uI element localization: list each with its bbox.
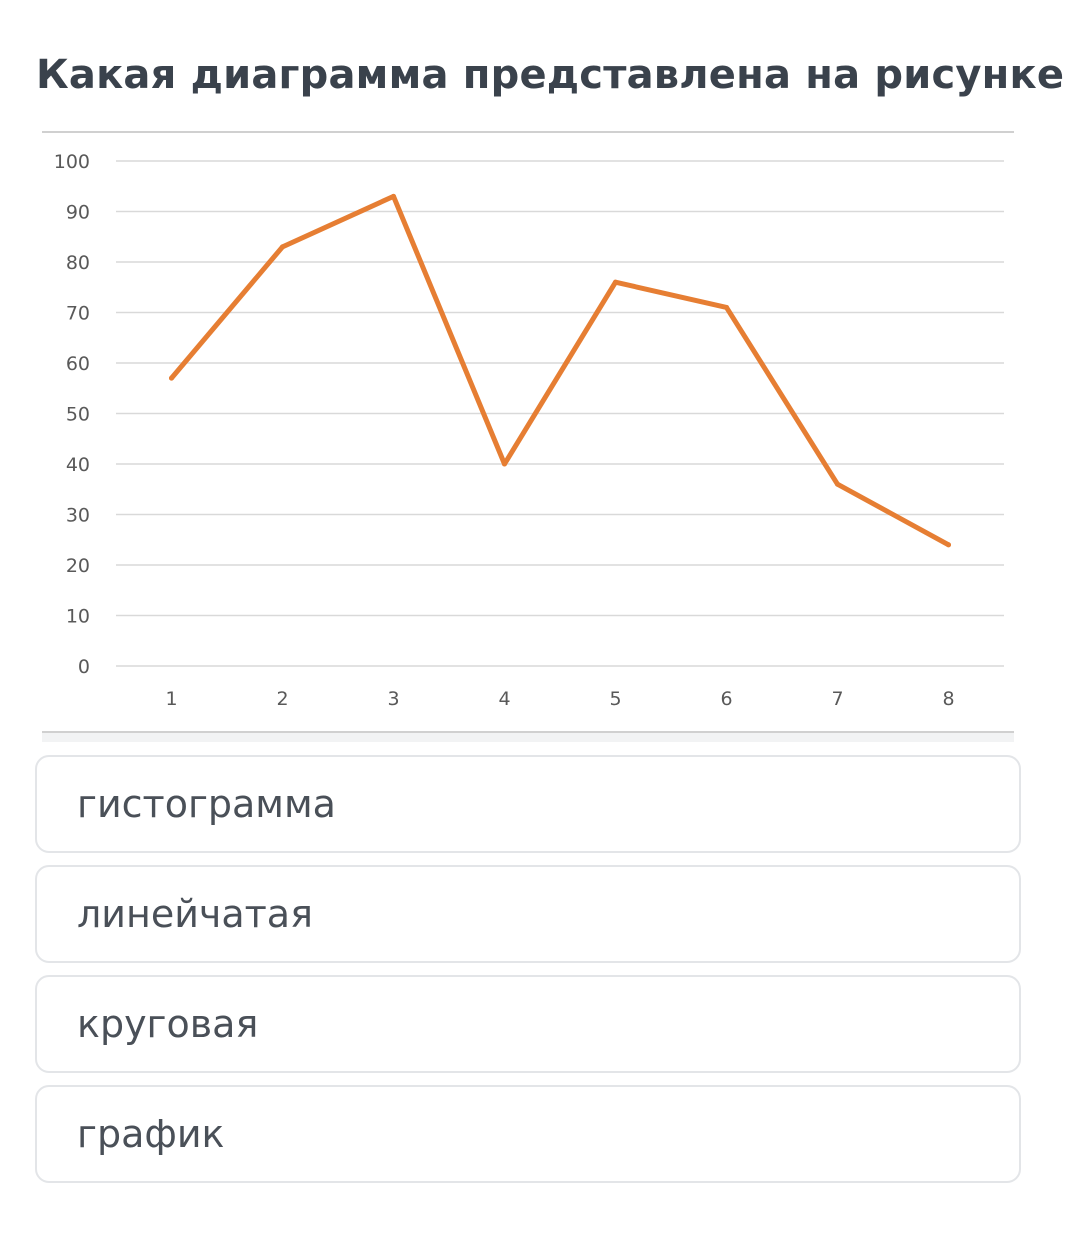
question-title: Какая диаграмма представлена на рисунке?	[36, 52, 1067, 98]
chart-bottom-shadow	[42, 733, 1014, 742]
data-point	[946, 542, 951, 548]
y-tick-label: 90	[66, 202, 90, 224]
answer-option-3[interactable]: круговая	[35, 975, 1021, 1073]
chart-image: 0 10 20 30 40 50 60 70 80 90 100 1 2 3 4 5 6 7 8	[42, 130, 1014, 742]
x-tick-label: 1	[165, 688, 177, 710]
answer-option-label: линейчатая	[77, 892, 313, 936]
y-tick-label: 40	[66, 454, 90, 476]
answer-option-4[interactable]: график	[35, 1085, 1021, 1183]
y-tick-label: 30	[66, 505, 90, 527]
data-point	[835, 481, 840, 487]
series-line	[169, 193, 951, 548]
x-tick-label: 5	[609, 688, 621, 710]
x-tick-label: 2	[276, 688, 288, 710]
y-tick-label: 50	[66, 404, 90, 426]
y-tick-label: 100	[54, 151, 90, 173]
chart-background	[42, 130, 1014, 742]
data-point	[391, 193, 396, 199]
y-tick-label: 10	[66, 606, 90, 628]
answer-option-label: круговая	[77, 1002, 259, 1046]
data-point	[613, 279, 618, 285]
data-point	[502, 461, 507, 467]
x-tick-label: 4	[498, 688, 510, 710]
y-tick-label: 60	[66, 353, 90, 375]
data-point	[169, 375, 174, 381]
y-tick-label: 80	[66, 252, 90, 274]
answer-option-2[interactable]: линейчатая	[35, 865, 1021, 963]
data-point	[724, 304, 729, 310]
answer-options: гистограмма линейчатая круговая график	[35, 755, 1021, 1195]
data-point	[280, 244, 285, 250]
y-tick-label: 20	[66, 555, 90, 577]
answer-option-label: график	[77, 1112, 225, 1156]
y-tick-label: 0	[78, 656, 90, 678]
answer-option-1[interactable]: гистограмма	[35, 755, 1021, 853]
x-tick-label: 8	[942, 688, 954, 710]
y-tick-label: 70	[66, 303, 90, 325]
x-tick-label: 7	[831, 688, 843, 710]
x-tick-label: 6	[720, 688, 732, 710]
answer-option-label: гистограмма	[77, 782, 336, 826]
line-chart: 0 10 20 30 40 50 60 70 80 90 100 1 2 3 4 5 6 7 8	[42, 130, 1014, 742]
x-tick-label: 3	[387, 688, 399, 710]
